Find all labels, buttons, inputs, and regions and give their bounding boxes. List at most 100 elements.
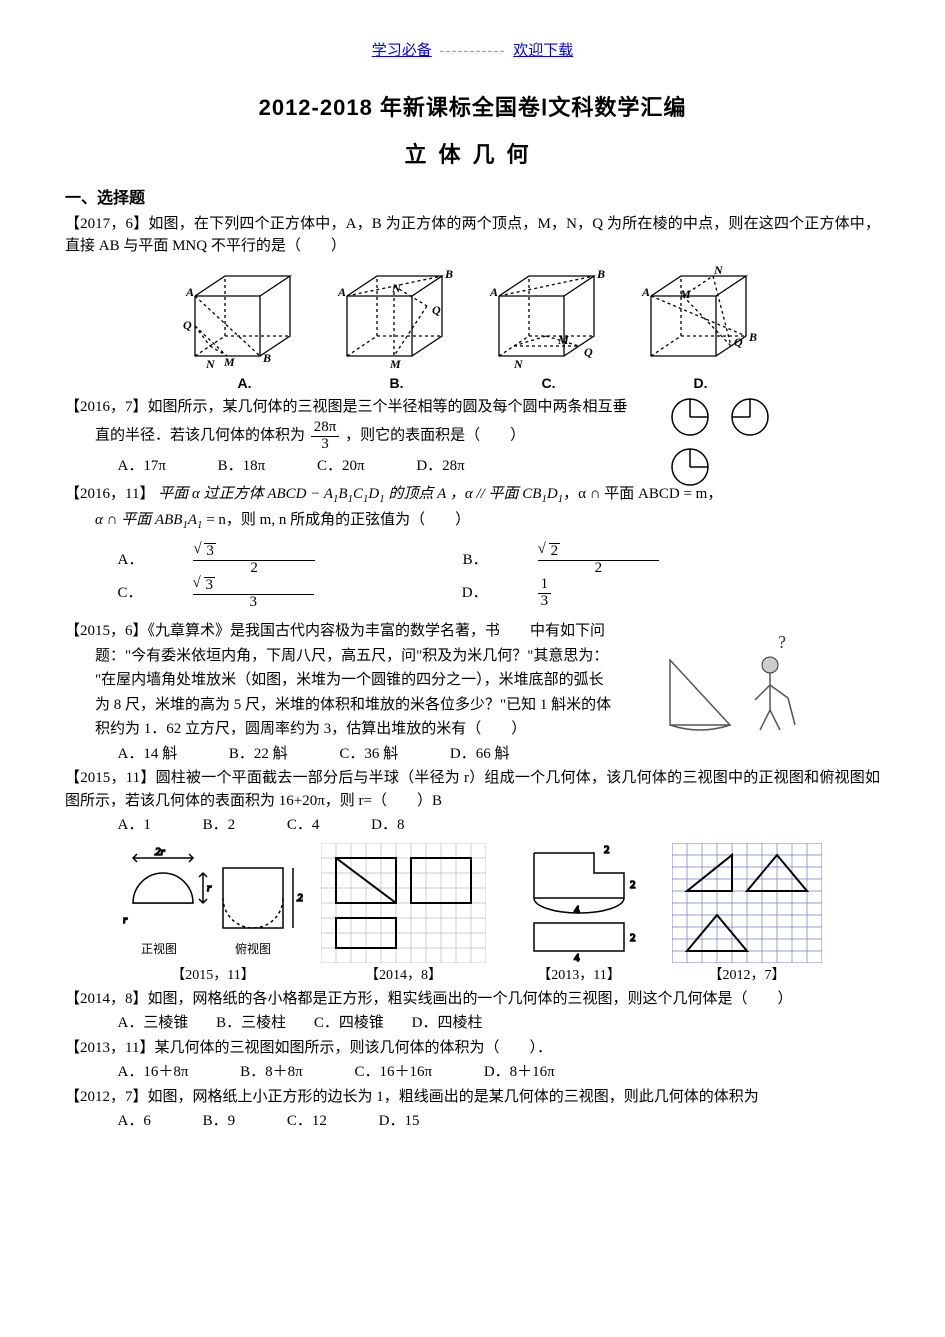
link-download[interactable]: 欢迎下载 bbox=[513, 43, 573, 59]
opt-a: A．1 bbox=[118, 814, 151, 837]
svg-text:A: A bbox=[337, 285, 346, 299]
q-2015-11: 【2015，11】圆柱被一个平面截去一部分后与半球（半径为 r）组成一个几何体，… bbox=[65, 767, 880, 812]
opt-d: D．8 bbox=[371, 814, 404, 837]
bottom-figures-row: 2r r r 2r 正视图 俯视图 【2015，11】 bbox=[65, 843, 880, 986]
svg-text:2r: 2r bbox=[155, 846, 166, 858]
frac-28pi-3: 28π 3 bbox=[311, 420, 340, 453]
cube-b-label: B. bbox=[332, 373, 462, 394]
opt-b: B．8＋8π bbox=[240, 1061, 303, 1084]
cube-a-label: A. bbox=[180, 373, 310, 394]
opt-b: B．9 bbox=[203, 1110, 236, 1133]
svg-text:2: 2 bbox=[604, 844, 610, 856]
opt-d: D．66 斛 bbox=[450, 743, 510, 766]
opt-d: D．四棱柱 bbox=[412, 1012, 483, 1035]
svg-text:4: 4 bbox=[574, 952, 580, 963]
q-2016-11-line2: α ∩ 平面 ABB1A1 = n，则 m, n 所成角的正弦值为（ ） bbox=[65, 509, 880, 533]
page-title: 2012-2018 年新课标全国卷Ⅰ文科数学汇编 bbox=[65, 91, 880, 124]
opt-c: C．12 bbox=[287, 1110, 327, 1133]
fig-2014-8: 【2014，8】 bbox=[321, 843, 486, 986]
cube-c: A B N M Q C. bbox=[484, 266, 614, 394]
svg-text:Q: Q bbox=[584, 345, 593, 359]
tag: 【2012，7】 bbox=[65, 1089, 148, 1105]
opts-2016-11: A．32 B．22 C．33 D．13 bbox=[65, 543, 880, 610]
rice-pile-figure: ? bbox=[660, 630, 810, 740]
q-text: 如图，网格纸的各小格都是正方形，粗实线画出的一个几何体的三视图，则这个几何体是（… bbox=[148, 991, 793, 1007]
svg-text:2r: 2r bbox=[297, 892, 303, 904]
tag: 【2014，8】 bbox=[65, 991, 148, 1007]
opts-2015-11: A．1 B．2 C．4 D．8 bbox=[65, 814, 880, 837]
fig-2015-11: 2r r r 2r 正视图 俯视图 【2015，11】 bbox=[123, 843, 303, 986]
svg-text:N: N bbox=[391, 281, 402, 295]
q-text-a: 如图所示，某几何体的三视图是三个半径相等的圆及每个圆中两条相互垂 bbox=[148, 399, 628, 415]
cap-2012-7: 【2012，7】 bbox=[672, 965, 822, 986]
svg-text:2: 2 bbox=[630, 879, 636, 891]
q-2012-7: 【2012，7】如图，网格纸上小正方形的边长为 1，粗线画出的是某几何体的三视图… bbox=[65, 1086, 880, 1109]
svg-text:Q: Q bbox=[432, 303, 441, 317]
svg-text:N: N bbox=[713, 266, 724, 277]
opt-c: C．33 bbox=[118, 577, 411, 611]
page-subtitle: 立体几何 bbox=[65, 138, 880, 171]
tag: 【2015，11】 bbox=[65, 770, 156, 786]
cube-c-label: C. bbox=[484, 373, 614, 394]
cap-2015-11: 【2015，11】 bbox=[123, 965, 303, 986]
svg-text:r: r bbox=[123, 914, 128, 926]
q-text: 如图，网格纸上小正方形的边长为 1，粗线画出的是某几何体的三视图，则此几何体的体… bbox=[148, 1089, 759, 1105]
opt-d: D．15 bbox=[379, 1110, 420, 1133]
svg-text:2: 2 bbox=[630, 932, 636, 944]
svg-text:M: M bbox=[389, 357, 401, 371]
opt-c: C．四棱锥 bbox=[314, 1012, 384, 1035]
opt-c: C．36 斛 bbox=[339, 743, 398, 766]
svg-text:Q: Q bbox=[734, 335, 743, 349]
q-text: 如图，在下列四个正方体中，A，B 为正方体的两个顶点，M，N，Q 为所在棱的中点… bbox=[65, 216, 880, 255]
q-2017-6: 【2017，6】如图，在下列四个正方体中，A，B 为正方体的两个顶点，M，N，Q… bbox=[65, 213, 880, 258]
svg-text:B: B bbox=[596, 267, 605, 281]
svg-text:B: B bbox=[444, 267, 453, 281]
svg-text:A: A bbox=[489, 285, 498, 299]
svg-text:4: 4 bbox=[574, 904, 580, 916]
link-study[interactable]: 学习必备 bbox=[372, 43, 432, 59]
opts-2015-6: A．14 斛 B．22 斛 C．36 斛 D．66 斛 bbox=[65, 743, 880, 766]
svg-text:N: N bbox=[513, 357, 524, 371]
header-links: 学习必备 ----------- 欢迎下载 bbox=[65, 40, 880, 63]
three-view-circles bbox=[660, 392, 810, 500]
cap-2013-11: 【2013，11】 bbox=[504, 965, 654, 986]
cap-2014-8: 【2014，8】 bbox=[321, 965, 486, 986]
opt-a: A．32 bbox=[118, 543, 411, 577]
q-2015-6-block: ? 【2015，6】《九章算术》是我国古代内容极为丰富的数学名著，书 中有如下问… bbox=[65, 620, 880, 765]
opt-a: A．16＋8π bbox=[118, 1061, 189, 1084]
opt-d: D．8＋16π bbox=[484, 1061, 555, 1084]
section-1-heading: 一、选择题 bbox=[65, 187, 880, 211]
opt-b: B．2 bbox=[203, 814, 236, 837]
q-text: 圆柱被一个平面截去一部分后与半球（半径为 r）组成一个几何体，该几何体的三视图中… bbox=[65, 770, 880, 809]
svg-text:?: ? bbox=[778, 632, 786, 652]
q-2013-11: 【2013，11】某几何体的三视图如图所示，则该几何体的体积为（ ）． bbox=[65, 1037, 880, 1060]
opt-a: A．三棱锥 bbox=[118, 1012, 189, 1035]
tag: 【2013，11】 bbox=[65, 1040, 154, 1056]
fig-2013-11: 2 2 4 2 4 【2013，11】 bbox=[504, 843, 654, 986]
svg-text:N: N bbox=[205, 357, 216, 371]
fig-2012-7: 【2012，7】 bbox=[672, 843, 822, 986]
cube-b: A B M N Q B. bbox=[332, 266, 462, 394]
tag: 【2016，11】 bbox=[65, 486, 154, 502]
opt-b: B．三棱柱 bbox=[216, 1012, 286, 1035]
opts-2014-8: A．三棱锥 B．三棱柱 C．四棱锥 D．四棱柱 bbox=[65, 1012, 880, 1035]
opt-c: C．16＋16π bbox=[355, 1061, 433, 1084]
cube-d-label: D. bbox=[636, 373, 766, 394]
opt-c: C．4 bbox=[287, 814, 320, 837]
q-text-c: ，则它的表面积是（ ） bbox=[345, 428, 525, 444]
opts-2013-11: A．16＋8π B．8＋8π C．16＋16π D．8＋16π bbox=[65, 1061, 880, 1084]
cubes-row: A B M N Q A. A B M N Q bbox=[65, 266, 880, 394]
svg-text:A: A bbox=[641, 285, 650, 299]
svg-text:B: B bbox=[748, 330, 757, 344]
opt-c: C．20π bbox=[317, 455, 365, 478]
cube-d: A B M N Q D. bbox=[636, 266, 766, 394]
svg-text:A: A bbox=[185, 285, 194, 299]
cube-a: A B M N Q A. bbox=[180, 266, 310, 394]
opt-a: A．6 bbox=[118, 1110, 151, 1133]
opts-2012-7: A．6 B．9 C．12 D．15 bbox=[65, 1110, 880, 1133]
q-2014-8: 【2014，8】如图，网格纸的各小格都是正方形，粗实线画出的一个几何体的三视图，… bbox=[65, 988, 880, 1011]
opt-d: D．13 bbox=[462, 577, 647, 610]
svg-text:M: M bbox=[223, 355, 235, 369]
svg-text:r: r bbox=[207, 882, 212, 894]
opt-b: B．22 斛 bbox=[229, 743, 288, 766]
